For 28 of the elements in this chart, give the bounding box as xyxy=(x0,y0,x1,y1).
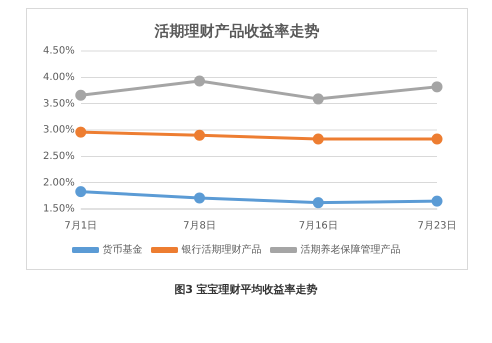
y-tick-label: 2.00% xyxy=(42,177,75,188)
point xyxy=(194,130,206,141)
point xyxy=(194,76,206,87)
y-tick-label: 1.50% xyxy=(42,204,75,215)
caption: 图3 宝宝理财平均收益率走势 xyxy=(173,282,319,297)
x-tick-label: 7月8日 xyxy=(183,220,216,232)
y-tick-label: 3.00% xyxy=(42,124,75,136)
point xyxy=(432,81,442,92)
point xyxy=(432,196,442,207)
point xyxy=(194,192,206,204)
point xyxy=(75,126,86,138)
legend-label: 银行活期理财产品 xyxy=(180,244,262,256)
x-tick-label: 7月1日 xyxy=(64,220,98,232)
x-tick-label: 7月16日 xyxy=(298,220,338,232)
x-tick-label: 7月23日 xyxy=(417,220,457,232)
point xyxy=(75,90,86,101)
y-tick-label: 4.50% xyxy=(42,46,75,57)
y-tick-label: 3.50% xyxy=(42,98,75,110)
y-tick-label: 2.50% xyxy=(42,150,75,162)
point xyxy=(312,93,324,104)
point xyxy=(432,133,442,144)
legend-label: 货币基金 xyxy=(102,244,142,256)
point xyxy=(75,186,86,198)
point xyxy=(312,133,324,144)
y-tick-label: 4.00% xyxy=(42,72,75,83)
legend-label: 活期养老保障管理产品 xyxy=(300,244,400,256)
point xyxy=(312,197,324,208)
chart-title: 活期理财产品收益率走势 xyxy=(154,22,320,40)
